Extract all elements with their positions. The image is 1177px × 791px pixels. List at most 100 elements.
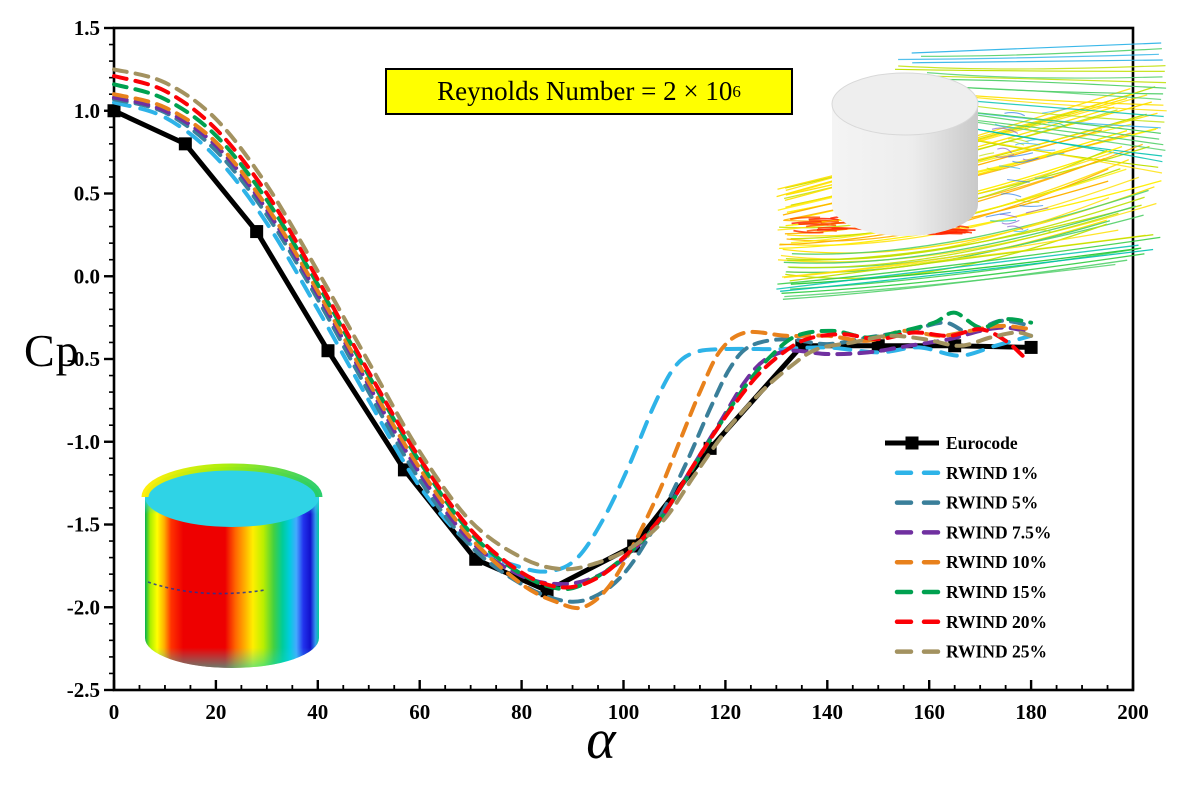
y-tick-label: 0.5 xyxy=(74,182,100,206)
legend-item-rwind-25pct: RWIND 25% xyxy=(894,642,1047,662)
flow-cylinder-top xyxy=(831,72,979,136)
y-tick-label: 0.0 xyxy=(74,264,100,288)
streamline xyxy=(783,205,1136,264)
legend-label-rwind-10pct: RWIND 10% xyxy=(946,552,1047,572)
x-tick-label: 140 xyxy=(812,700,844,724)
streamline xyxy=(779,180,1162,250)
stagnation-hotspot-streak xyxy=(793,229,824,234)
series-marker-eurocode xyxy=(107,104,121,118)
streamline xyxy=(787,204,1142,262)
y-tick-label: -2.5 xyxy=(67,678,100,702)
x-tick-label: 60 xyxy=(409,700,430,724)
stagnation-hotspot-streak xyxy=(791,220,822,225)
legend-item-rwind-20pct: RWIND 20% xyxy=(894,612,1047,632)
wake-streak xyxy=(999,213,1017,218)
x-tick-label: 20 xyxy=(205,700,226,724)
pressure-cylinder-top-rim xyxy=(141,463,323,498)
y-tick-label: -1.5 xyxy=(67,513,100,537)
stagnation-hotspot-streak xyxy=(808,217,839,221)
wake-streak xyxy=(1015,198,1040,203)
legend-item-rwind-7-5pct: RWIND 7.5% xyxy=(894,522,1051,542)
wake-streak xyxy=(986,167,1001,171)
wake-streak xyxy=(991,127,1019,134)
streamline xyxy=(780,248,1154,292)
series-line-rwind-15pct xyxy=(112,82,1034,592)
legend-label-rwind-1pct: RWIND 1% xyxy=(946,463,1038,483)
streamline xyxy=(911,42,1162,54)
x-tick-label: 80 xyxy=(511,700,532,724)
wake-streak xyxy=(1000,193,1022,198)
wake-streak xyxy=(1035,229,1052,233)
wake-streak xyxy=(1047,122,1066,127)
series-line-rwind-25pct xyxy=(112,67,1034,572)
y-tick-label: 1.0 xyxy=(74,99,100,123)
series-line-rwind-1pct xyxy=(112,100,1034,574)
stagnation-hotspot-streak xyxy=(808,219,840,223)
series-marker-eurocode xyxy=(397,463,411,477)
x-tick-label: 180 xyxy=(1015,700,1047,724)
wake-streak xyxy=(997,147,1012,154)
x-tick-label: 0 xyxy=(109,700,120,724)
legend-item-rwind-10pct: RWIND 10% xyxy=(894,552,1047,572)
wake-streak xyxy=(1046,152,1065,158)
series-line-rwind-5pct xyxy=(112,97,1034,604)
wake-streak xyxy=(1001,219,1020,225)
x-tick-label: 40 xyxy=(307,700,328,724)
stagnation-hotspot-streak xyxy=(805,223,837,228)
wake-streak xyxy=(1025,207,1049,214)
streamline xyxy=(926,72,1163,79)
measurement-arc xyxy=(147,581,266,595)
legend-label-eurocode: Eurocode xyxy=(946,433,1018,453)
x-tick-label: 100 xyxy=(608,700,640,724)
wake-streak xyxy=(995,153,1015,158)
x-axis-label: α xyxy=(586,709,616,771)
streamline xyxy=(898,65,1166,70)
wake-streak xyxy=(1012,157,1038,163)
streamline xyxy=(776,244,1139,290)
wake-streak xyxy=(1007,178,1030,183)
wake-streak xyxy=(994,123,1015,129)
reynolds-number-text: Reynolds Number = 2 × 10 xyxy=(437,76,733,106)
streamline xyxy=(782,259,1128,300)
pressure-cylinder-top xyxy=(145,467,319,527)
flow-cylinder-graphic xyxy=(831,72,979,236)
legend-label-rwind-7-5pct: RWIND 7.5% xyxy=(946,522,1051,542)
streamline xyxy=(787,212,1119,269)
legend-item-eurocode: Eurocode xyxy=(885,433,1018,453)
wake-streak xyxy=(1035,148,1056,151)
wake-streak xyxy=(1006,225,1024,231)
streamline xyxy=(912,59,1163,64)
series-marker-eurocode xyxy=(321,344,335,358)
streamline xyxy=(894,68,1165,72)
legend-label-rwind-20pct: RWIND 20% xyxy=(946,612,1047,632)
pressure-cylinder-body-shade xyxy=(145,497,319,668)
legend-marker-eurocode xyxy=(905,436,919,450)
series-marker-eurocode xyxy=(178,137,192,151)
series-marker-eurocode xyxy=(948,339,962,353)
wake-streak xyxy=(1042,108,1068,114)
y-tick-label: -2.0 xyxy=(67,595,100,619)
legend-label-rwind-5pct: RWIND 5% xyxy=(946,493,1038,513)
legend-item-rwind-15pct: RWIND 15% xyxy=(894,582,1047,602)
y-tick-label: 1.5 xyxy=(74,16,100,40)
pressure-contour-cylinder-inset xyxy=(141,463,323,668)
wake-streak xyxy=(1013,228,1029,233)
wake-streak xyxy=(978,152,995,157)
wake-streak xyxy=(1014,142,1041,146)
stagnation-hotspot-streak xyxy=(789,216,821,221)
pressure-cylinder-graphic xyxy=(141,463,323,668)
stagnation-hotspot-streak xyxy=(817,226,848,230)
streamline xyxy=(920,75,1167,84)
y-tick-label: -0.5 xyxy=(67,347,100,371)
x-tick-label: 160 xyxy=(913,700,945,724)
legend-item-rwind-1pct: RWIND 1% xyxy=(894,463,1038,483)
wake-streak xyxy=(1008,152,1034,158)
streamline xyxy=(791,189,1149,255)
wake-streak xyxy=(1028,122,1042,128)
stagnation-hotspot-streak xyxy=(935,231,966,234)
wake-streak xyxy=(1004,112,1026,117)
reynolds-number-title-box: Reynolds Number = 2 × 10 6 xyxy=(385,68,793,115)
flow-cylinder-body xyxy=(832,104,978,236)
